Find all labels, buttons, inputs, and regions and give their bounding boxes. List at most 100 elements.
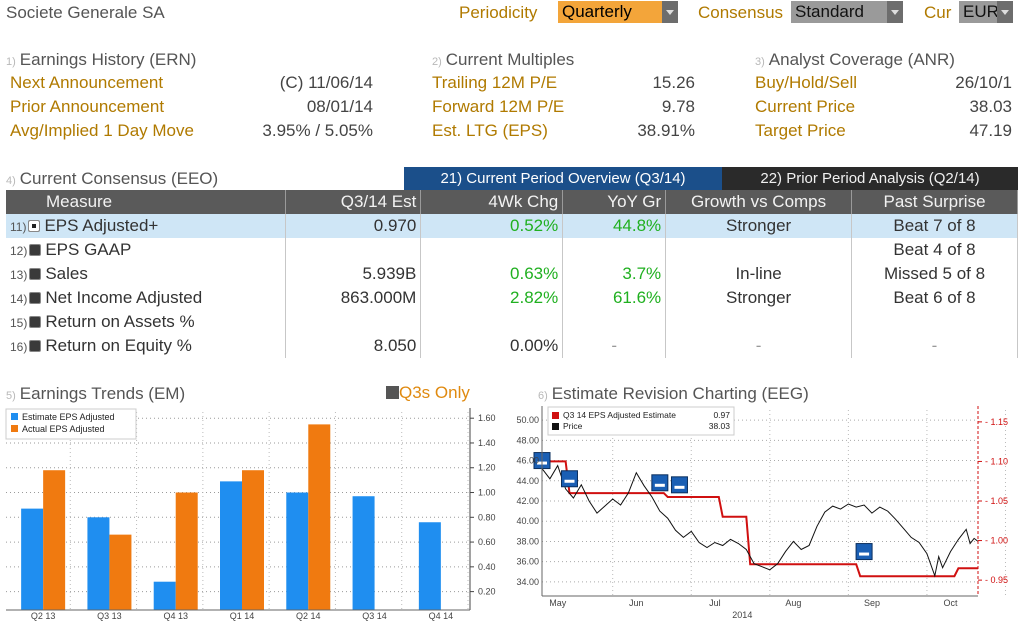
comps-cell — [665, 310, 853, 334]
em-legend-swatch — [11, 413, 18, 420]
radio-icon[interactable] — [29, 244, 42, 256]
chevron-down-icon[interactable] — [887, 1, 903, 23]
table-row[interactable]: 16) Return on Equity % 8.050 0.00% - - - — [6, 334, 1018, 358]
em-bar — [286, 492, 309, 610]
yoy-cell: - — [562, 334, 667, 358]
periodicity-dropdown[interactable]: Quarterly — [558, 1, 678, 23]
checkbox-icon[interactable] — [386, 386, 399, 399]
anr-title-text: Analyst Coverage (ANR) — [768, 50, 955, 69]
em-x-tick-label: Q1 14 — [230, 611, 255, 621]
periodicity-value[interactable]: Quarterly — [558, 1, 662, 23]
eeg-price-line — [541, 464, 979, 578]
est-cell: 0.970 — [285, 214, 422, 238]
em-bar — [175, 492, 198, 610]
chg-cell: 0.52% — [420, 214, 564, 238]
event-marker-glyph — [674, 485, 685, 489]
eeg-section-title[interactable]: 6) Estimate Revision Charting (EEG) — [538, 384, 809, 404]
eeg-legend-swatch — [552, 423, 559, 430]
consensus-section-number: 4) — [6, 175, 16, 187]
yoy-cell: 44.8% — [562, 214, 667, 238]
radio-icon[interactable] — [29, 292, 42, 304]
est-cell: 5.939B — [285, 262, 422, 286]
eeg-legend: Q3 14 EPS Adjusted Estimate 0.97 Price 38.0… — [547, 406, 735, 436]
eeg-legend-value: 38.03 — [709, 421, 731, 431]
chg-cell — [420, 238, 564, 262]
company-title: Societe Generale SA — [6, 3, 165, 22]
em-x-axis: Q2 13 Q3 13 Q4 13 Q1 14 Q2 14 Q3 14 Q4 14 — [6, 609, 470, 621]
ern-title-text: Earnings History (ERN) — [19, 50, 197, 69]
em-section-number: 5) — [6, 390, 16, 402]
forward-pe-value: 9.78 — [661, 97, 695, 116]
column-header-measure[interactable]: Measure — [6, 190, 287, 214]
chevron-down-icon[interactable] — [997, 1, 1013, 23]
table-row[interactable]: 13) Sales 5.939B 0.63% 3.7% In-line Misse… — [6, 262, 1018, 286]
column-header-growth-vs-comps[interactable]: Growth vs Comps — [665, 190, 853, 214]
tab-current-period[interactable]: 21) Current Period Overview (Q3/14) — [404, 167, 722, 191]
consensus-dropdown[interactable]: Standard — [791, 1, 903, 23]
ern-section-title[interactable]: 1) Earnings History (ERN) — [6, 50, 196, 70]
table-row[interactable]: 15) Return on Assets % — [6, 310, 1018, 334]
prior-announcement-label: Prior Announcement — [10, 97, 165, 116]
anr-section-title[interactable]: 3) Analyst Coverage (ANR) — [755, 50, 955, 70]
est-cell — [285, 310, 422, 334]
em-x-tick-label: Q2 14 — [296, 611, 321, 621]
radio-icon[interactable] — [29, 340, 42, 352]
em-x-tick-label: Q2 13 — [31, 611, 56, 621]
event-marker-icon — [560, 470, 578, 488]
radio-icon[interactable] — [29, 316, 42, 328]
eeg-left-tick-label: 48.00 — [516, 435, 539, 445]
consensus-title-text: Current Consensus (EEO) — [19, 169, 219, 188]
radio-icon[interactable] — [28, 220, 41, 232]
em-bars — [21, 424, 441, 610]
eeg-left-tick-label: 50.00 — [516, 415, 539, 425]
em-section-title[interactable]: 5) Earnings Trends (EM) — [6, 384, 185, 404]
currency-value[interactable]: EUR — [959, 1, 999, 23]
column-header-4wk-chg[interactable]: 4Wk Chg — [420, 190, 564, 214]
table-row[interactable]: 14) Net Income Adjusted 863.000M 2.82% 61… — [6, 286, 1018, 310]
column-header-est[interactable]: Q3/14 Est — [285, 190, 422, 214]
target-price-label: Target Price — [755, 121, 846, 140]
day-move-value: 3.95% / 5.05% — [262, 121, 373, 140]
eeg-axes: 34.00 36.00 38.00 40.00 42.00 44.00 46.00 48.00… — [516, 406, 1008, 620]
eeg-left-tick-label: 38.00 — [516, 536, 539, 546]
surprise-cell: Beat 4 of 8 — [851, 238, 1018, 262]
column-header-past-surprise[interactable]: Past Surprise — [851, 190, 1018, 214]
earnings-trends-chart: 0.20 0.40 0.60 0.80 1.00 1.20 1.40 1.60 Q2 13 Q3… — [5, 408, 496, 621]
buy-hold-sell-label: Buy/Hold/Sell — [755, 73, 858, 92]
prior-announcement-value: 08/01/14 — [306, 97, 373, 116]
em-bar — [109, 534, 132, 610]
surprise-cell: Beat 7 of 8 — [851, 214, 1018, 238]
event-marker-glyph — [859, 552, 870, 556]
eeg-x-tick-label: Oct — [943, 598, 958, 608]
q3s-only-toggle[interactable]: Q3s Only — [386, 383, 470, 403]
tab-prior-period[interactable]: 22) Prior Period Analysis (Q2/14) — [722, 167, 1018, 191]
comps-cell: Stronger — [665, 286, 853, 310]
em-bar — [220, 481, 242, 610]
radio-icon[interactable] — [29, 268, 42, 280]
em-bar — [153, 581, 176, 610]
consensus-value[interactable]: Standard — [791, 1, 887, 23]
measure-name: Sales — [45, 264, 88, 283]
eeg-left-tick-label: 42.00 — [516, 496, 539, 506]
forward-pe-label: Forward 12M P/E — [432, 97, 565, 116]
estimate-revision-chart: 34.00 36.00 38.00 40.00 42.00 44.00 46.00 48.00… — [516, 406, 1008, 620]
em-y-tick-label: 0.60 — [478, 537, 496, 547]
table-row[interactable]: 12) EPS GAAP Beat 4 of 8 — [6, 238, 1018, 262]
multiples-section-title[interactable]: 2) Current Multiples — [432, 50, 574, 70]
chg-cell: 0.00% — [420, 334, 564, 358]
chevron-down-icon[interactable] — [662, 1, 678, 23]
em-y-tick-label: 1.60 — [478, 413, 496, 423]
consensus-section-title[interactable]: 4) Current Consensus (EEO) — [6, 169, 218, 189]
eeg-lines — [541, 460, 979, 578]
em-y-tick-label: 1.40 — [478, 438, 496, 448]
column-header-yoy[interactable]: YoY Gr — [562, 190, 667, 214]
yoy-cell — [562, 238, 667, 262]
est-cell: 8.050 — [285, 334, 422, 358]
eeg-x-tick-label: May — [549, 598, 567, 608]
currency-dropdown[interactable]: EUR — [959, 1, 1013, 23]
em-bar — [308, 424, 331, 610]
em-legend-box — [5, 408, 137, 440]
em-y-tick-label: 1.00 — [478, 488, 496, 498]
table-row[interactable]: 11) EPS Adjusted+ 0.970 0.52% 44.8% Stron… — [6, 214, 1018, 238]
multiples-section-number: 2) — [432, 56, 442, 68]
